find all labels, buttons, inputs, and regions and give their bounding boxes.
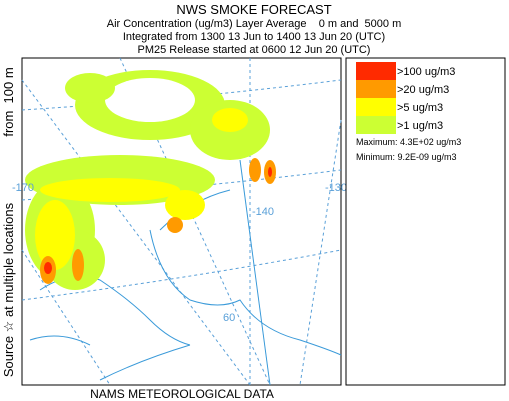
legend-label: >100 ug/m3 — [397, 66, 455, 78]
legend-max: Maximum: 4.3E+02 ug/m3 — [356, 137, 461, 147]
legend-swatch — [356, 62, 396, 80]
legend-label: >1 ug/m3 — [397, 120, 443, 132]
source-label: Source ☆ at multiple locations — [1, 202, 16, 377]
legend-label: >5 ug/m3 — [397, 102, 443, 114]
height-label: from 100 m — [1, 67, 16, 136]
legend-swatch — [356, 116, 396, 134]
subtitle: Air Concentration (ug/m3) Layer Average … — [107, 18, 402, 30]
graticule-label: 60 — [223, 312, 235, 324]
legend-min: Minimum: 9.2E-09 ug/m3 — [356, 152, 457, 162]
map: -170 -140 -130 60 — [12, 57, 347, 386]
graticule-label: -170 — [12, 182, 34, 194]
plume — [25, 70, 276, 290]
legend-swatch — [356, 98, 396, 116]
subtitle: Integrated from 1300 13 Jun to 1400 13 J… — [123, 31, 385, 43]
legend-label: >20 ug/m3 — [397, 84, 449, 96]
graticule-label: -130 — [325, 182, 347, 194]
title: NWS SMOKE FORECAST — [176, 2, 331, 17]
legend: Maximum: 4.3E+02 ug/m3 Minimum: 9.2E-09 … — [345, 57, 506, 386]
graticule-label: -140 — [252, 206, 274, 218]
subtitle: PM25 Release started at 0600 12 Jun 20 (… — [138, 44, 371, 56]
footer: NAMS METEOROLOGICAL DATA — [90, 387, 274, 401]
legend-swatch — [356, 80, 396, 98]
